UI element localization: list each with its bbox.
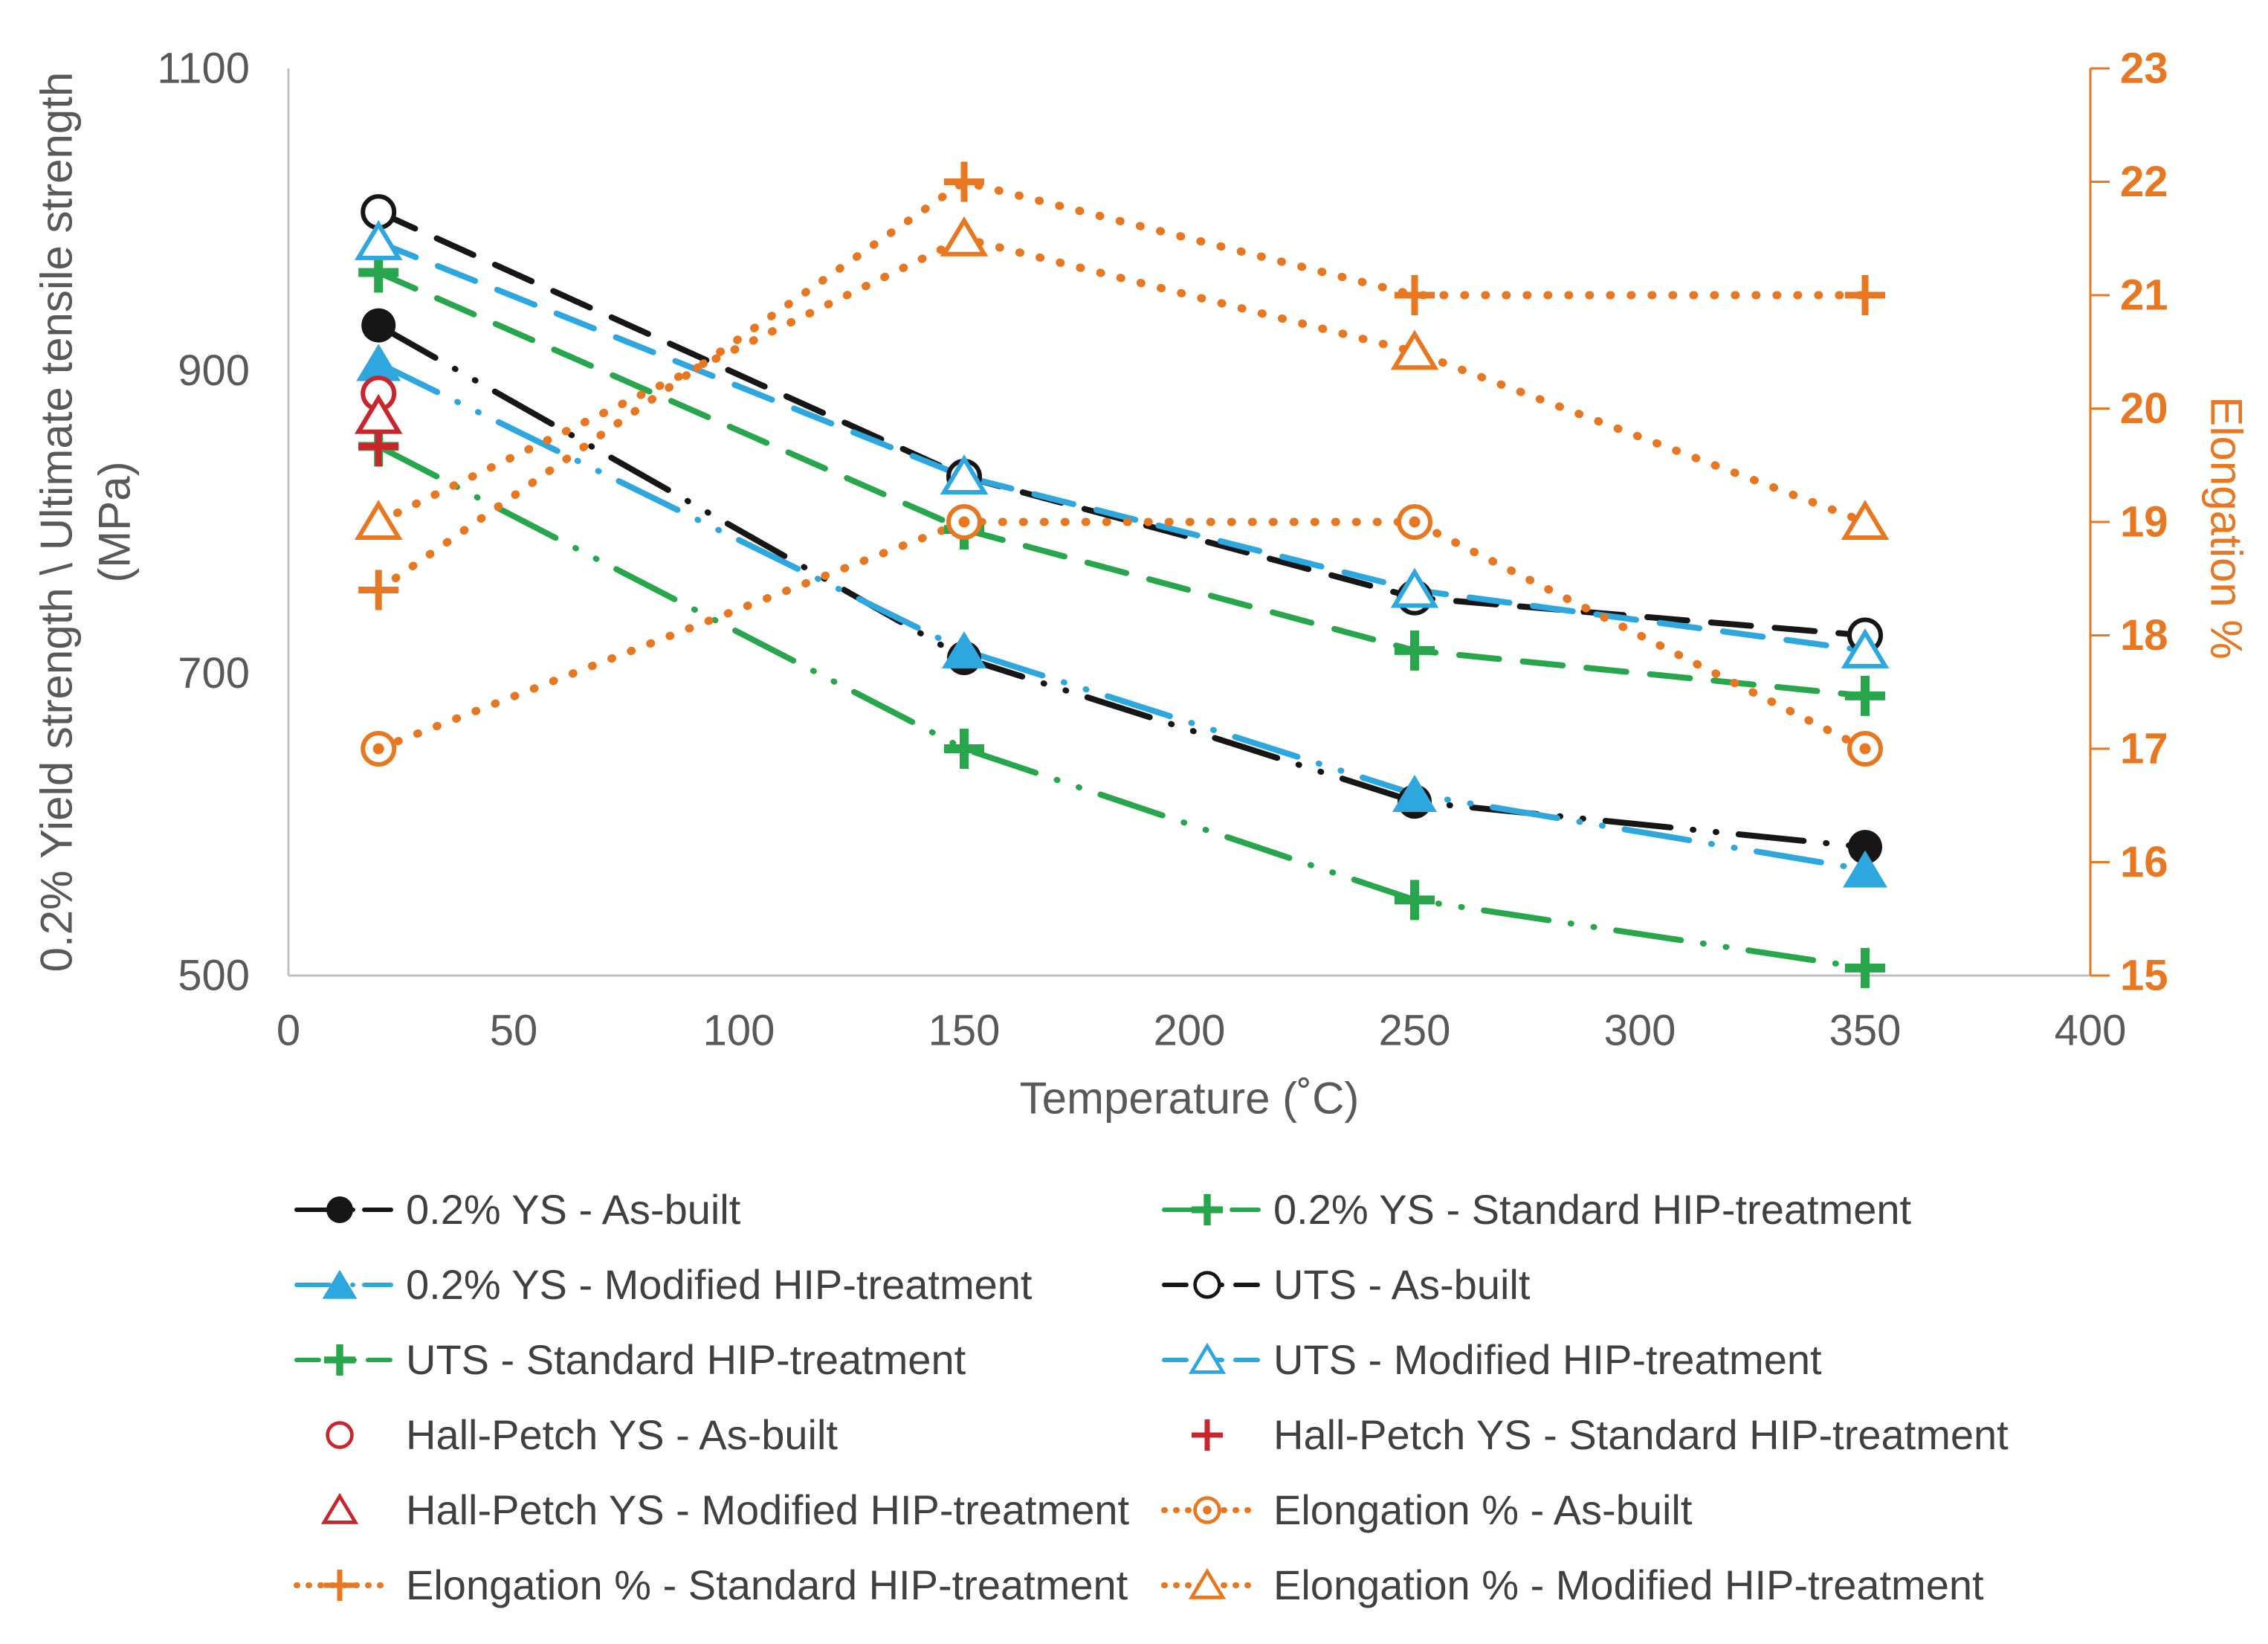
legend-item: 0.2% YS - Modified HIP-treatment [294, 1258, 1161, 1312]
legend-label: UTS - As-built [1273, 1261, 1531, 1308]
x-tick-label: 200 [1154, 1007, 1226, 1055]
series-markers-9 [361, 504, 1883, 767]
y-right-tick-label: 21 [2120, 271, 2168, 320]
legend-swatch-icon [294, 1196, 393, 1223]
series-markers-3 [361, 194, 1883, 654]
legend-item: UTS - Standard HIP-treatment [294, 1333, 1161, 1387]
legend-item: Elongation % - Standard HIP-treatment [294, 1558, 1161, 1612]
legend-item: Elongation % - Modified HIP-treatment [1161, 1558, 2009, 1612]
legend-item: Hall-Petch YS - Standard HIP-treatment [1161, 1408, 2009, 1462]
y-right-tick-label: 20 [2120, 384, 2168, 433]
series-markers-8 [354, 393, 403, 434]
series-line-1 [375, 443, 1868, 971]
legend-swatch-icon [294, 1569, 394, 1601]
y-right-tick-label: 17 [2120, 725, 2168, 773]
legend-swatch-icon [1162, 1270, 1261, 1299]
y-right-ticks: 15 16 17 18 19 20 21 22 23 [2090, 45, 2168, 1000]
y-right-axis-title: Elongation % [2201, 396, 2252, 660]
legend-swatch-icon [1162, 1193, 1261, 1225]
x-tick-label: 300 [1604, 1007, 1676, 1055]
y-right-tick-label: 19 [2120, 498, 2168, 547]
series-markers-2 [356, 344, 1887, 888]
legend-swatch-icon [294, 1344, 393, 1376]
series-line-10 [374, 178, 1870, 594]
legend-label: Elongation % - Standard HIP-treatment [406, 1561, 1128, 1608]
x-tick-label: 50 [490, 1007, 538, 1055]
y-left-axis-title-line2: (MPa) [89, 461, 140, 583]
legend-item: UTS - Modified HIP-treatment [1161, 1333, 2009, 1387]
legend-item: Hall-Petch YS - Modified HIP-treatment [294, 1483, 1161, 1537]
series-markers-11 [354, 216, 1890, 540]
legend-label: Hall-Petch YS - Modified HIP-treatment [406, 1486, 1130, 1533]
legend-swatch-icon [1161, 1567, 1261, 1599]
y-right-tick-label: 15 [2120, 952, 2168, 1000]
legend-swatch-icon [1161, 1495, 1261, 1524]
legend-label: UTS - Standard HIP-treatment [406, 1336, 966, 1383]
x-tick-label: 100 [703, 1007, 775, 1055]
legend-item: 0.2% YS - Standard HIP-treatment [1161, 1183, 2009, 1237]
legend-label: Elongation % - As-built [1273, 1486, 1693, 1533]
series-markers-10 [358, 161, 1885, 610]
y-left-tick-label: 1100 [157, 45, 250, 93]
legend-item: UTS - As-built [1161, 1258, 2009, 1312]
x-axis-title: Temperature (˚C) [1019, 1073, 1360, 1124]
legend-label: Hall-Petch YS - Standard HIP-treatment [1273, 1411, 2009, 1458]
series-line-9 [374, 518, 1870, 753]
legend-item: Elongation % - As-built [1161, 1483, 2009, 1537]
plot-series-lines [374, 178, 1870, 971]
series-line-4 [375, 269, 1868, 699]
legend-swatch-icon [320, 1492, 359, 1524]
legend: 0.2% YS - As-built 0.2% YS - Standard HIP… [294, 1172, 2009, 1622]
y-left-tick-labels: 500 700 900 1100 [157, 45, 250, 1000]
legend-swatch-icon [326, 1420, 354, 1449]
legend-label: 0.2% YS - As-built [406, 1186, 741, 1233]
x-tick-label: 350 [1829, 1007, 1902, 1055]
x-tick-label: 0 [277, 1007, 300, 1055]
legend-swatch-icon [1162, 1342, 1261, 1374]
series-markers-5 [354, 220, 1890, 668]
y-right-tick-label: 23 [2120, 45, 2168, 93]
legend-label: 0.2% YS - Standard HIP-treatment [1273, 1186, 1912, 1233]
legend-swatch-icon [1191, 1419, 1224, 1451]
series-line-2 [375, 360, 1868, 873]
x-tick-label: 150 [928, 1007, 1001, 1055]
series-markers-0 [361, 308, 1882, 865]
x-tick-labels: 0 50 100 150 200 250 300 350 400 [277, 1007, 2127, 1055]
series-line-3 [375, 209, 1868, 639]
y-right-tick-label: 16 [2120, 838, 2168, 886]
y-left-tick-label: 700 [178, 649, 250, 697]
y-left-tick-label: 900 [178, 346, 250, 395]
legend-label: Hall-Petch YS - As-built [406, 1411, 838, 1458]
y-left-axis-title-line1: 0.2% Yield strength \ Ultimate tensile s… [31, 71, 82, 973]
series-line-0 [375, 322, 1868, 851]
legend-label: UTS - Modified HIP-treatment [1273, 1336, 1822, 1383]
x-tick-label: 400 [2055, 1007, 2127, 1055]
y-right-tick-label: 22 [2120, 158, 2168, 206]
y-left-tick-label: 500 [178, 952, 250, 1000]
legend-swatch-icon [294, 1269, 393, 1299]
series-line-11 [374, 234, 1870, 526]
legend-item: Hall-Petch YS - As-built [294, 1408, 1161, 1462]
legend-item: 0.2% YS - As-built [294, 1183, 1161, 1237]
legend-label: 0.2% YS - Modified HIP-treatment [406, 1261, 1033, 1308]
legend-label: Elongation % - Modified HIP-treatment [1273, 1561, 1984, 1608]
x-tick-label: 250 [1379, 1007, 1451, 1055]
series-line-5 [375, 239, 1868, 654]
y-right-tick-label: 18 [2120, 611, 2168, 660]
